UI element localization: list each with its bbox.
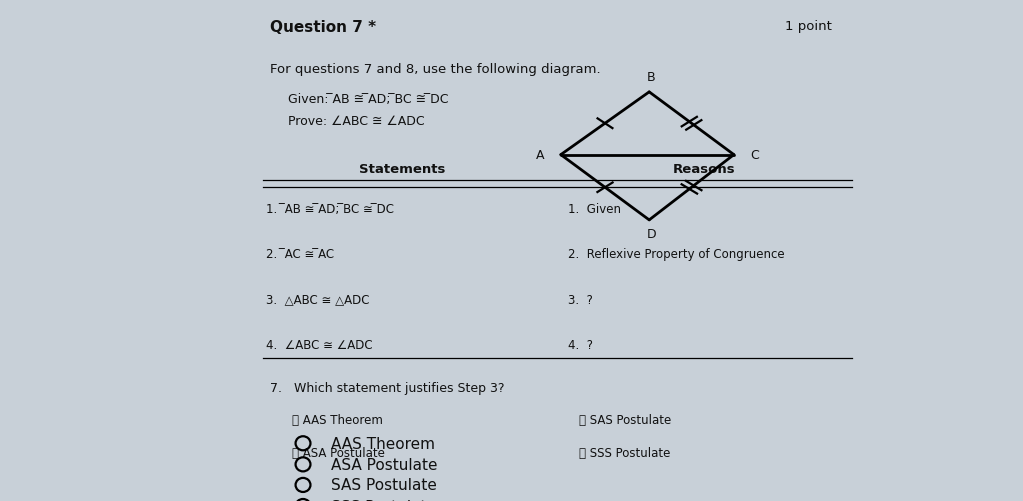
Text: SAS Postulate: SAS Postulate (331, 477, 437, 492)
Text: Ⓑ ASA Postulate: Ⓑ ASA Postulate (292, 446, 385, 459)
Text: Given: ̅AB ≅ ̅AD; ̅BC ≅ ̅DC: Given: ̅AB ≅ ̅AD; ̅BC ≅ ̅DC (288, 93, 449, 106)
Text: A: A (536, 149, 544, 162)
Text: ASA Postulate: ASA Postulate (331, 457, 438, 472)
Text: 3.  △ABC ≅ △ADC: 3. △ABC ≅ △ADC (266, 293, 369, 306)
Text: B: B (648, 71, 656, 84)
Text: 1 point: 1 point (786, 20, 833, 33)
Text: C: C (750, 149, 759, 162)
Text: 7.   Which statement justifies Step 3?: 7. Which statement justifies Step 3? (270, 381, 504, 394)
Text: Ⓒ SAS Postulate: Ⓒ SAS Postulate (579, 413, 671, 426)
Text: For questions 7 and 8, use the following diagram.: For questions 7 and 8, use the following… (270, 63, 601, 76)
Text: Ⓐ AAS Theorem: Ⓐ AAS Theorem (292, 413, 383, 426)
Text: Prove: ∠ABC ≅ ∠ADC: Prove: ∠ABC ≅ ∠ADC (288, 115, 425, 128)
Text: D: D (647, 228, 656, 241)
Text: Reasons: Reasons (673, 162, 736, 175)
Text: 2.  ̅AC ≅ ̅AC: 2. ̅AC ≅ ̅AC (266, 248, 335, 261)
Text: 2.  Reflexive Property of Congruence: 2. Reflexive Property of Congruence (568, 248, 785, 261)
Text: 1.  ̅AB ≅ ̅AD; ̅BC ≅ ̅DC: 1. ̅AB ≅ ̅AD; ̅BC ≅ ̅DC (266, 203, 394, 216)
Text: 4.  ∠ABC ≅ ∠ADC: 4. ∠ABC ≅ ∠ADC (266, 338, 372, 351)
Text: 3.  ?: 3. ? (568, 293, 593, 306)
Text: SSS Postulate: SSS Postulate (331, 498, 436, 501)
Text: Ⓓ SSS Postulate: Ⓓ SSS Postulate (579, 446, 671, 459)
Text: 4.  ?: 4. ? (568, 338, 593, 351)
Text: Statements: Statements (359, 162, 446, 175)
Text: 1.  Given: 1. Given (568, 203, 621, 216)
Text: AAS Theorem: AAS Theorem (331, 436, 435, 451)
Text: Question 7 *: Question 7 * (270, 20, 376, 35)
